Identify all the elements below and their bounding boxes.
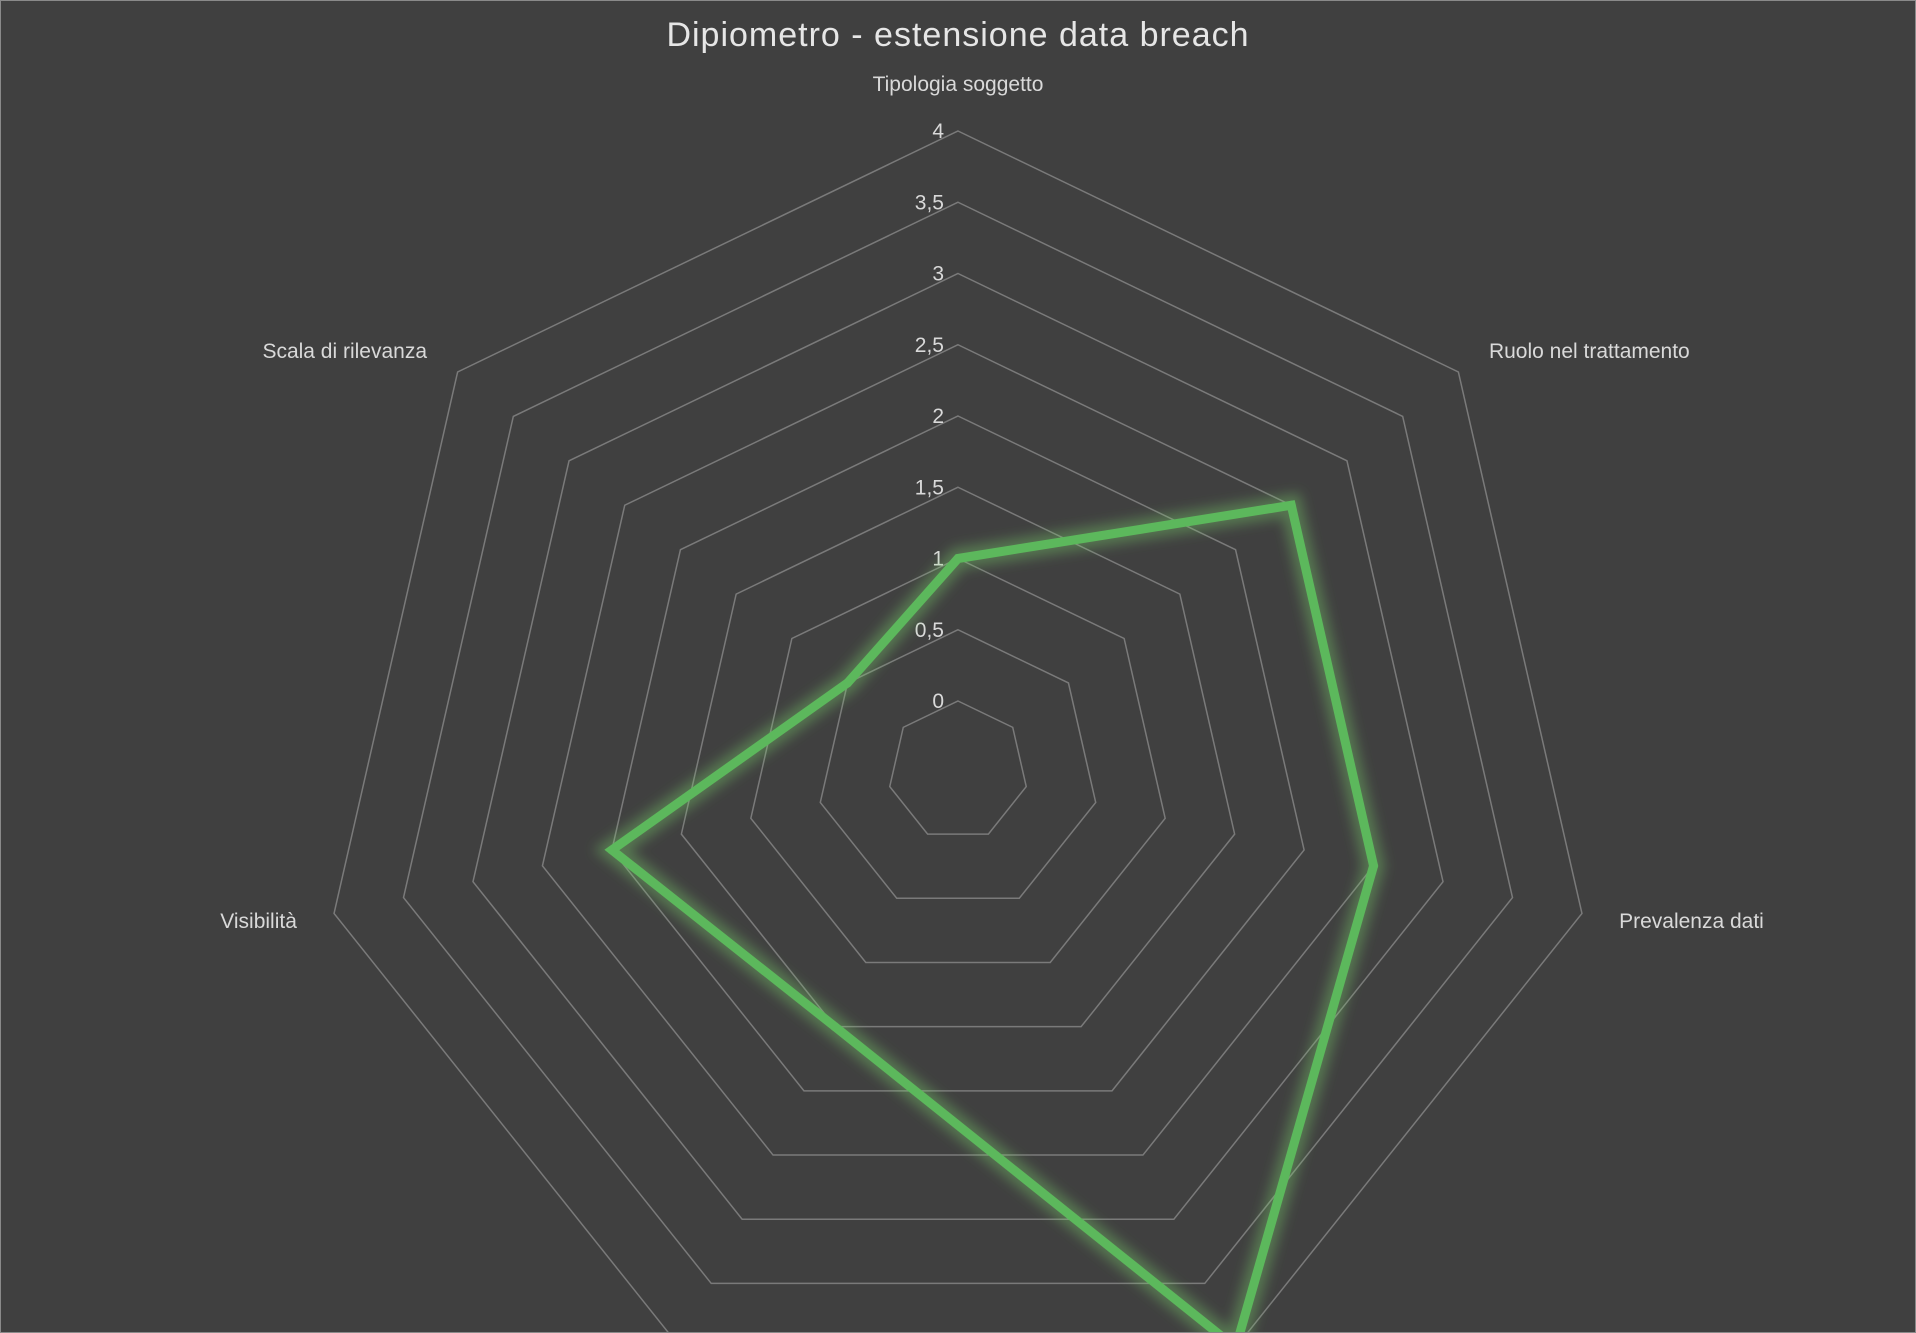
tick-label: 2,5 xyxy=(915,334,944,357)
data-point xyxy=(953,554,963,563)
grid-ring xyxy=(819,628,1097,900)
axis-label: Prevalenza dati xyxy=(1619,910,1764,933)
series-line xyxy=(604,500,1379,1332)
data-point xyxy=(1286,500,1296,510)
chart-title: Dipiometro - estensione data breach xyxy=(666,16,1249,54)
grid-ring xyxy=(402,201,1514,1285)
grid-ring xyxy=(680,486,1236,1028)
series-layer xyxy=(593,492,1385,1332)
grid-ring xyxy=(541,343,1375,1156)
data-point xyxy=(1369,861,1379,871)
tick-label: 0 xyxy=(932,690,944,713)
grid-ring xyxy=(333,130,1583,1332)
data-point xyxy=(830,1022,840,1032)
tick-label-layer: 0 0,5 1 1,5 2 2,5 3 3,5 4 xyxy=(915,120,945,713)
grid-ring xyxy=(611,415,1305,1092)
tick-label: 3,5 xyxy=(915,191,944,214)
axis-label: Ruolo nel trattamento xyxy=(1489,340,1690,363)
tick-label: 1,5 xyxy=(915,476,944,499)
grid-ring xyxy=(472,272,1444,1220)
tick-label: 4 xyxy=(932,120,944,143)
axis-label: Scala di rilevanza xyxy=(262,340,427,363)
series-glow xyxy=(593,492,1385,1332)
grid-layer xyxy=(333,130,1583,1332)
axis-label-layer: Tipologia soggetto Ruolo nel trattamento P… xyxy=(220,73,1764,933)
data-point xyxy=(607,845,617,855)
data-point xyxy=(843,678,853,688)
grid-ring xyxy=(888,700,1028,835)
axis-label: Visibilità xyxy=(220,910,297,933)
tick-label: 1 xyxy=(932,548,944,571)
tick-label: 2 xyxy=(932,405,944,428)
tick-label: 0,5 xyxy=(915,619,944,642)
grid-ring xyxy=(750,557,1166,964)
tick-label: 3 xyxy=(932,263,944,286)
axis-label: Tipologia soggetto xyxy=(873,73,1044,96)
